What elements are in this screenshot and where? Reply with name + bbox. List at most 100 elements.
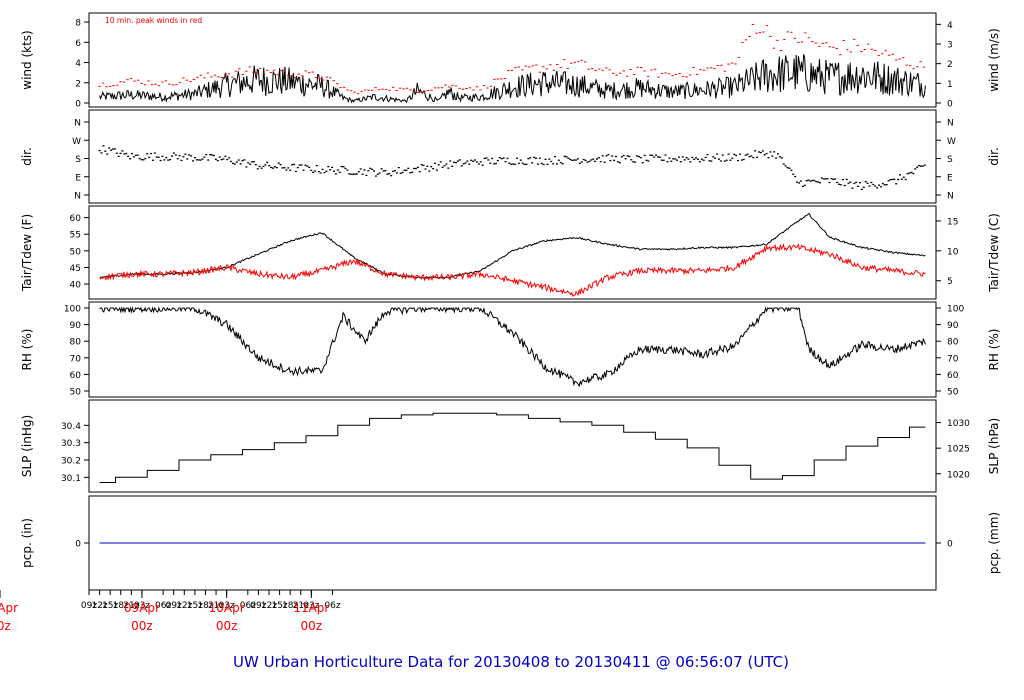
hour-tick-label: 09z <box>166 601 182 611</box>
left-tick-label: N <box>74 119 81 129</box>
panel-wind: 0 2 4 6 8 0 1 2 3 4 wind (kts) wind (m/s) 10 min. pe… <box>20 12 1001 110</box>
right-tick-label: 70 <box>947 354 959 364</box>
left-tick-label: 90 <box>70 321 82 331</box>
hour-tick-label: 21z <box>123 601 139 611</box>
right-tick-label: 1025 <box>947 445 970 455</box>
day-label-date: 08Apr <box>0 601 18 615</box>
peak-wind-note: 10 min. peak winds in red <box>105 16 202 25</box>
hour-tick-label: 21z <box>208 601 224 611</box>
left-tick-label: 30.4 <box>61 422 81 432</box>
hour-tick-label: 06z <box>240 601 256 611</box>
panel-slp: 30.1 30.2 30.3 30.4 1020 1025 1030 SLP (inHg) SL… <box>20 399 1001 493</box>
ylabel-right-dir: dir. <box>987 147 1001 166</box>
left-tick-label: 30.3 <box>61 439 81 449</box>
left-tick-label: 50 <box>70 247 82 257</box>
ylabel-left-rh: RH (%) <box>20 329 34 371</box>
hour-tick-label: 15z <box>187 601 203 611</box>
left-tick-label: S <box>75 155 81 165</box>
right-tick-label: 60 <box>947 371 959 381</box>
ylabel-right-pcp: pcp. (mm) <box>987 512 1001 574</box>
right-tick-label: 0 <box>947 100 953 110</box>
ylabel-right-temp: Tair/Tdew (C) <box>987 213 1001 293</box>
ylabel-left-pcp: pcp. (in) <box>20 518 34 568</box>
left-tick-label: 60 <box>70 371 82 381</box>
right-tick-label: N <box>947 119 954 129</box>
right-tick-label: 100 <box>947 305 964 315</box>
series-RH <box>99 306 926 388</box>
right-tick-label: 5 <box>947 277 953 287</box>
series-Tair <box>99 212 926 279</box>
right-tick-label: 4 <box>947 21 953 31</box>
left-tick-label: 30.1 <box>61 474 81 484</box>
hour-tick-label: 09z <box>81 601 97 611</box>
right-tick-label: 80 <box>947 338 959 348</box>
day-label-date: 11Apr <box>293 601 329 615</box>
left-tick-label: 4 <box>75 59 81 69</box>
hour-tick-label: 15z <box>271 601 287 611</box>
left-tick-label: N <box>74 192 81 202</box>
left-tick-label: 100 <box>64 305 81 315</box>
hour-tick-label: 18z <box>113 601 129 611</box>
hour-tick-label: 12z <box>91 601 107 611</box>
left-tick-label: 6 <box>75 39 81 49</box>
left-tick-label: 45 <box>70 264 81 274</box>
panel-frame-temp <box>88 205 937 300</box>
day-label-time: 00z <box>301 619 323 633</box>
day-label-time: 00z <box>216 619 238 633</box>
hour-tick-label: 21z <box>293 601 309 611</box>
right-tick-label: 2 <box>947 60 953 70</box>
panel-frame-dir <box>88 109 937 204</box>
ylabel-right-slp: SLP (hPa) <box>987 418 1001 474</box>
chart-title: UW Urban Horticulture Data for 20130408 … <box>233 653 789 671</box>
ylabel-right-rh: RH (%) <box>987 329 1001 371</box>
panel-frame-slp <box>88 399 937 493</box>
left-tick-label: 60 <box>70 214 82 224</box>
right-tick-label: 10 <box>947 247 959 257</box>
right-tick-label: 1 <box>947 80 953 90</box>
hour-tick-label: 15z <box>102 601 118 611</box>
hour-tick-label: 18z <box>282 601 298 611</box>
left-tick-label: E <box>75 173 81 183</box>
right-tick-label: 3 <box>947 40 953 50</box>
panel-pcp: 0 0 pcp. (in) pcp. (mm) <box>20 495 1001 591</box>
left-tick-label: 30.2 <box>61 457 81 467</box>
left-tick-label: W <box>72 137 81 147</box>
left-tick-label: 70 <box>70 354 82 364</box>
right-tick-label: 50 <box>947 388 959 398</box>
left-tick-label: 0 <box>75 540 81 550</box>
left-tick-label: 50 <box>70 388 82 398</box>
right-tick-label: W <box>947 137 956 147</box>
hour-tick-label: 12z <box>176 601 192 611</box>
day-label-date: 10Apr <box>209 601 245 615</box>
left-tick-label: 2 <box>75 79 81 89</box>
series-SLP <box>99 412 926 483</box>
hour-tick-label: 06z <box>155 601 171 611</box>
series-wind <box>99 54 926 104</box>
left-tick-label: 0 <box>75 100 81 110</box>
right-tick-label: 1020 <box>947 470 970 480</box>
panel-temp: 40 45 50 55 60 5 10 15 Tair/Tdew (F) Tair/Tdew (C… <box>20 205 1001 300</box>
ylabel-right-wind: wind (m/s) <box>987 28 1001 92</box>
right-tick-label: E <box>947 173 953 183</box>
right-tick-label: 90 <box>947 321 959 331</box>
hour-tick-label: 03z <box>219 601 235 611</box>
ylabel-left-slp: SLP (inHg) <box>20 415 34 477</box>
ylabel-left-wind: wind (kts) <box>20 30 34 89</box>
hour-tick-label: 12z <box>261 601 277 611</box>
left-tick-label: 55 <box>70 231 81 241</box>
left-tick-label: 40 <box>70 281 82 291</box>
ylabel-left-temp: Tair/Tdew (F) <box>20 214 34 292</box>
hour-tick-label: 06z <box>324 601 340 611</box>
hour-tick-label: 03z <box>303 601 319 611</box>
ylabel-left-dir: dir. <box>20 147 34 166</box>
left-tick-label: 8 <box>75 19 81 29</box>
hour-tick-label: 18z <box>197 601 213 611</box>
hour-tick-label: 03z <box>134 601 150 611</box>
series-Tdew <box>99 243 926 298</box>
panel-rh: 50 60 70 80 90 100 50 60 70 80 90 100 RH (%) RH (%) <box>20 301 1001 398</box>
right-tick-label: S <box>947 155 953 165</box>
